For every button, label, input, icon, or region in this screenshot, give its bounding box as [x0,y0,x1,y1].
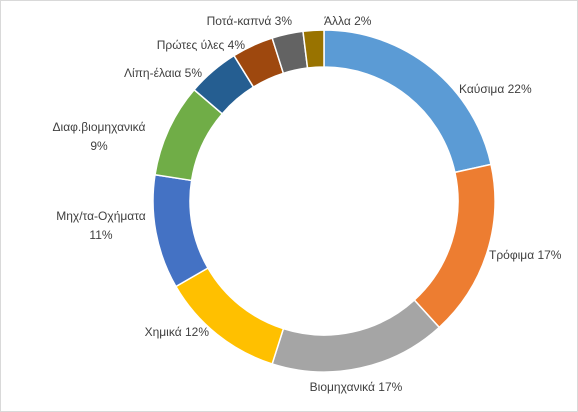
data-label-6-line-2: 9% [90,139,108,153]
data-label-9: Ποτά-καπνά 3% [207,14,293,28]
slice-3 [271,298,441,373]
data-label-5-line-1: Μηχ/τα-Οχήματα [56,209,146,223]
data-label-10: Άλλα 2% [324,14,372,28]
data-label-6: Διαφ.βιομηχανικά 9% [53,120,146,153]
data-label-5: Μηχ/τα-Οχήματα 11% [56,209,146,242]
slices-group [152,29,496,373]
slice-5 [152,173,209,288]
data-label-4: Χημικά 12% [145,325,210,339]
slice-1 [323,29,492,174]
data-label-7: Λίπη-έλαια 5% [124,66,202,80]
slice-2 [413,163,496,329]
data-label-2: Τρόφιμα 17% [489,248,562,262]
data-label-6-line-1: Διαφ.βιομηχανικά [53,120,146,134]
data-label-5-line-2: 11% [89,228,112,242]
data-label-3: Βιομηχανικά 17% [310,380,403,394]
labels-group: Καύσιμα 22% Τρόφιμα 17% Βιομηχανικά 17% Χημ… [53,14,562,394]
slice-4 [174,266,285,365]
slice-10 [302,29,325,69]
data-label-1: Καύσιμα 22% [459,82,532,96]
data-label-8: Πρώτες ύλες 4% [157,38,246,52]
